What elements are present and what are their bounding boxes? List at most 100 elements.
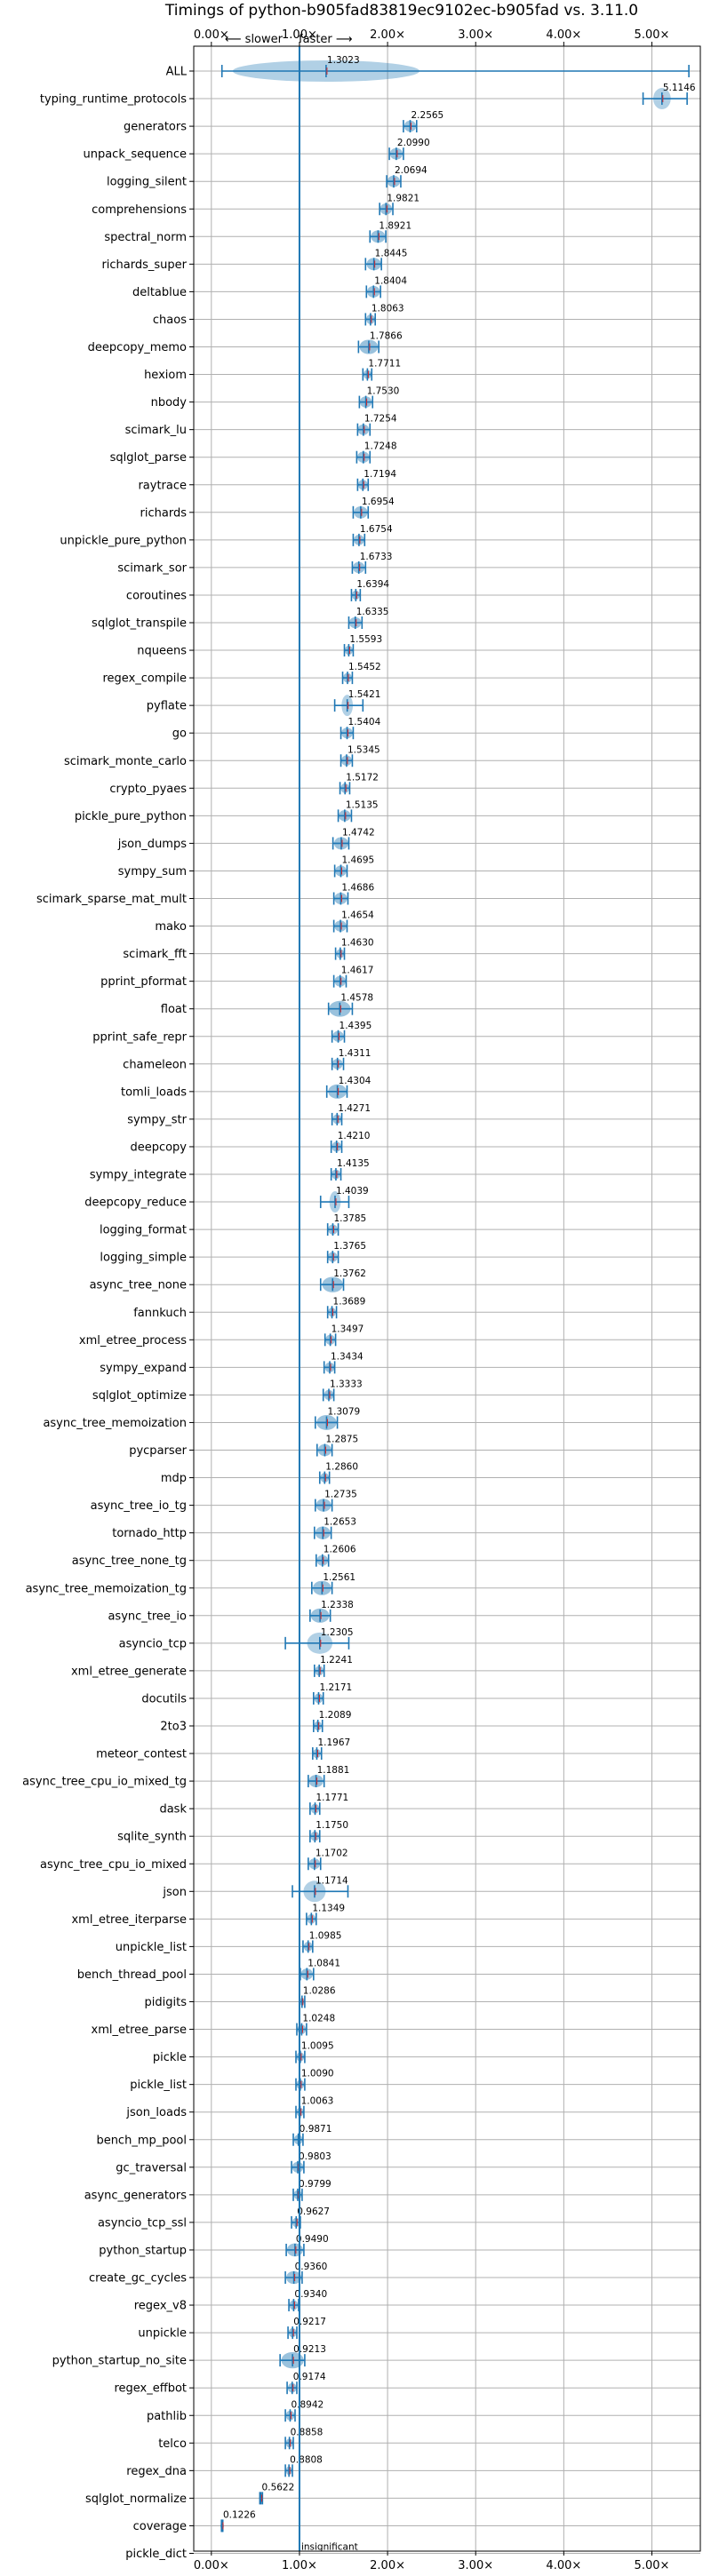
value-label: 1.4578 xyxy=(340,993,373,1004)
grid-layer xyxy=(194,46,700,2554)
value-label: 1.5135 xyxy=(346,799,379,810)
value-label: 1.2860 xyxy=(325,1462,358,1473)
value-label: 1.6733 xyxy=(360,552,393,562)
benchmark-label: fannkuch xyxy=(133,1307,187,1320)
benchmark-label: generators xyxy=(124,121,187,134)
value-label: 0.9490 xyxy=(296,2234,329,2245)
value-label: 0.9803 xyxy=(299,2151,332,2162)
x-tick-label-top: 2.00× xyxy=(370,28,405,42)
value-label: 1.7711 xyxy=(368,359,401,370)
value-label: 1.2338 xyxy=(321,1600,354,1610)
value-label: 1.6954 xyxy=(362,497,395,507)
benchmark-label: python_startup_no_site xyxy=(52,2355,187,2368)
insignificant-label: insignificant xyxy=(301,2542,358,2553)
value-label: 1.2305 xyxy=(321,1627,354,1638)
benchmark-label: scimark_sor xyxy=(117,561,187,575)
benchmark-label: nbody xyxy=(151,396,188,409)
value-label: 1.4630 xyxy=(341,938,374,949)
value-label: 1.2561 xyxy=(323,1572,356,1583)
value-label: 1.2653 xyxy=(324,1517,356,1528)
benchmark-label: async_tree_cpu_io_mixed xyxy=(40,1858,187,1872)
value-label: 1.7866 xyxy=(370,331,403,342)
benchmark-label: deepcopy_memo xyxy=(88,341,187,354)
benchmark-label: deepcopy_reduce xyxy=(84,1197,187,1210)
value-label: 1.8063 xyxy=(371,303,404,314)
x-tick-label-top: 1.00× xyxy=(282,28,317,42)
value-label: 1.5172 xyxy=(346,772,379,783)
benchmark-label: float xyxy=(161,1003,187,1016)
x-tick-label-top: 4.00× xyxy=(546,28,581,42)
value-label: 1.4039 xyxy=(336,1186,369,1197)
benchmark-label: chaos xyxy=(153,314,187,327)
benchmark-label: tornado_http xyxy=(112,1527,187,1540)
value-label: 1.1771 xyxy=(316,1793,349,1803)
benchmark-label: async_tree_cpu_io_mixed_tg xyxy=(22,1776,187,1789)
benchmark-label: create_gc_cycles xyxy=(89,2272,187,2286)
value-label: 0.9217 xyxy=(293,2317,326,2327)
value-label: 1.3079 xyxy=(327,1406,360,1417)
benchmark-label: async_tree_memoization xyxy=(43,1417,187,1430)
benchmark-label: json_dumps xyxy=(117,838,187,851)
benchmark-label: crypto_pyaes xyxy=(109,783,187,796)
benchmark-label: telco xyxy=(158,2437,187,2451)
value-label: 1.5421 xyxy=(348,689,381,700)
value-label: 1.7194 xyxy=(363,469,396,480)
benchmark-label: pickle_dict xyxy=(125,2548,187,2561)
value-label: 0.8808 xyxy=(290,2454,323,2465)
value-label: 1.2875 xyxy=(325,1435,358,1445)
value-label: 1.5452 xyxy=(348,662,381,672)
benchmark-label: async_tree_none xyxy=(90,1279,187,1292)
benchmark-label: unpack_sequence xyxy=(83,148,187,162)
benchmark-label: pickle_list xyxy=(130,2079,187,2092)
value-label: 1.4695 xyxy=(341,855,374,865)
value-label: 1.3765 xyxy=(333,1241,366,1252)
value-label: 1.0985 xyxy=(309,1930,342,1941)
benchmark-label: sympy_integrate xyxy=(90,1169,187,1182)
x-axis-bottom: 0.00× 1.00× 2.00× 3.00× 4.00× 5.00× xyxy=(194,2551,669,2572)
value-label: 1.4395 xyxy=(340,1021,372,1031)
benchmark-label: sympy_sum xyxy=(118,865,187,879)
benchmark-label: pprint_pformat xyxy=(100,975,187,989)
benchmark-label: nqueens xyxy=(137,645,187,658)
value-label: 1.3762 xyxy=(333,1268,366,1279)
benchmark-label: pprint_safe_repr xyxy=(92,1030,187,1044)
value-label: 1.4742 xyxy=(342,827,375,838)
value-label: 1.3497 xyxy=(332,1324,364,1334)
value-label: 1.0090 xyxy=(301,2069,334,2079)
value-label: 0.9340 xyxy=(294,2289,327,2300)
benchmark-label: pickle_pure_python xyxy=(75,810,187,823)
benchmark-label: spectral_norm xyxy=(104,231,187,244)
value-label: 1.6754 xyxy=(360,524,393,535)
value-label: 1.5593 xyxy=(349,634,382,645)
value-label: 1.0286 xyxy=(303,1986,336,1997)
benchmark-label: sqlglot_transpile xyxy=(92,617,187,631)
benchmark-label: deepcopy xyxy=(130,1141,187,1154)
benchmark-label: pathlib xyxy=(147,2410,187,2423)
x-tick-label-bottom: 1.00× xyxy=(282,2559,317,2572)
benchmark-label: raytrace xyxy=(138,479,187,492)
value-label: 1.7248 xyxy=(364,441,397,452)
value-label: 0.9627 xyxy=(297,2206,330,2217)
value-label: 1.5404 xyxy=(348,717,381,727)
benchmark-label: coverage xyxy=(133,2520,187,2533)
value-label: 1.3785 xyxy=(333,1213,366,1224)
plot-frame xyxy=(193,45,701,2552)
benchmark-label: asyncio_tcp xyxy=(119,1637,187,1650)
value-label: 1.8921 xyxy=(379,220,411,231)
value-label: 0.8858 xyxy=(291,2427,324,2437)
value-label: 1.4654 xyxy=(341,910,374,921)
value-label: 1.8445 xyxy=(375,248,408,258)
benchmark-label: 2to3 xyxy=(160,1721,187,1734)
value-label: 1.2606 xyxy=(324,1545,356,1555)
x-tick-label-top: 3.00× xyxy=(458,28,493,42)
value-label: 1.4311 xyxy=(339,1048,371,1059)
x-axis-top: 0.00× 1.00× 2.00× 3.00× 4.00× 5.00× xyxy=(194,28,669,46)
slower-direction-label: ⟵ slower xyxy=(225,33,284,46)
benchmark-label: chameleon xyxy=(123,1058,187,1071)
value-label: 0.8942 xyxy=(291,2399,324,2410)
value-label: 1.6335 xyxy=(356,607,389,617)
benchmark-label: async_tree_memoization_tg xyxy=(26,1582,187,1595)
value-label: 1.7530 xyxy=(367,386,400,397)
benchmark-label: comprehensions xyxy=(92,203,187,217)
